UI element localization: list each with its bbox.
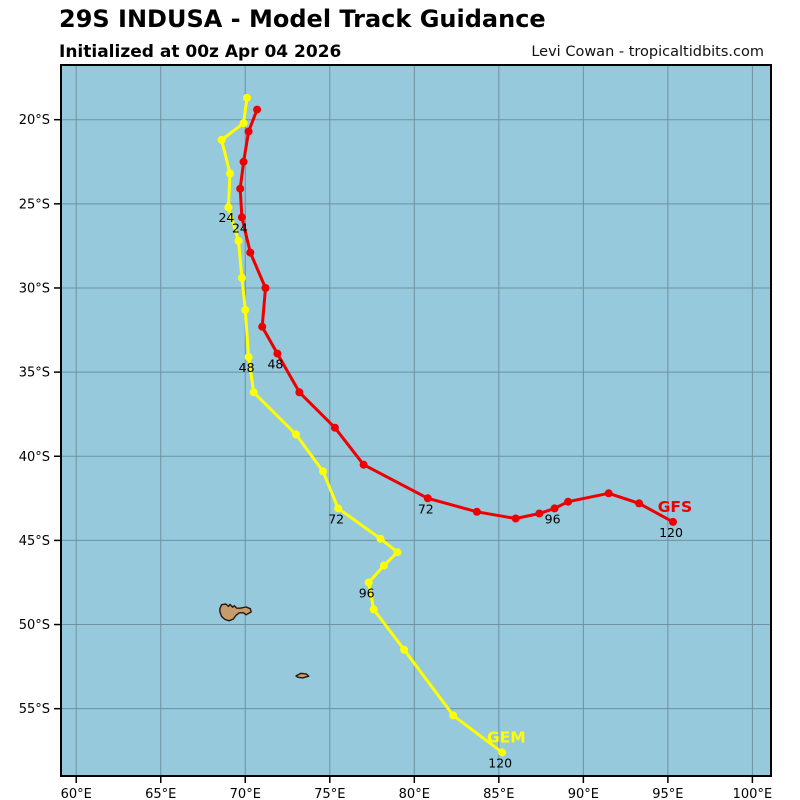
track-point-gem-6h <box>239 119 248 128</box>
land-areas <box>219 603 310 679</box>
x-tick-label-95: 95°E <box>652 787 683 800</box>
track-point-gfs-54h <box>295 388 304 397</box>
track-point-gem-102h <box>369 605 378 614</box>
track-point-gfs-114h <box>635 499 644 508</box>
model-label-gfs: GFS <box>658 498 692 516</box>
track-point-gem-18h <box>226 169 234 178</box>
track-point-gem-90h <box>379 561 388 570</box>
track-point-gfs-66h <box>359 460 368 469</box>
y-tick-label-35: 35°S <box>19 366 50 381</box>
y-tick-label-40: 40°S <box>19 450 50 465</box>
x-tick-label-90: 90°E <box>568 787 599 800</box>
x-tick-label-100: 100°E <box>733 787 773 800</box>
track-point-gem-0h <box>243 93 251 102</box>
track-point-gem-72h <box>334 504 343 513</box>
y-tick-label-25: 25°S <box>19 197 50 212</box>
hour-label-gem-24: 24 <box>218 210 234 225</box>
track-point-gfs-120h <box>669 517 677 526</box>
track-point-gem-48h <box>244 353 253 361</box>
track-point-gem-66h <box>319 467 327 476</box>
track-point-gem-54h <box>249 388 258 397</box>
model-label-gem: GEM <box>487 728 526 746</box>
axis-ticks: 60°E 65°E 70°E 75°E 80°E 85°E 90°E 95°E 100°E 20°… <box>19 113 772 800</box>
y-tick-label-30: 30°S <box>19 282 50 297</box>
track-point-gem-84h <box>393 548 402 557</box>
island-kerguelen <box>219 603 252 622</box>
x-tick-label-65: 65°E <box>145 787 176 800</box>
track-point-gem-42h <box>241 305 250 314</box>
track-point-gfs-84h <box>511 514 520 523</box>
track-point-gfs-18h <box>236 184 245 193</box>
hour-label-gfs-96: 96 <box>545 511 561 526</box>
hour-label-gem-48: 48 <box>239 360 255 375</box>
track-point-gem-108h <box>400 645 409 654</box>
hour-label-gfs-24: 24 <box>232 220 248 235</box>
track-gfs: 24 48 72 96 120 GFS <box>232 105 692 540</box>
y-tick-label-55: 55°S <box>19 702 50 717</box>
track-point-gfs-24h <box>237 213 246 222</box>
track-point-gfs-78h <box>472 507 481 516</box>
x-tick-label-70: 70°E <box>230 787 261 800</box>
hour-label-gem-120: 120 <box>488 755 512 770</box>
island-heard-island <box>295 672 310 679</box>
track-point-gem-96h <box>364 578 373 587</box>
track-point-gfs-12h <box>239 157 248 166</box>
init-time-label: Initialized at 00z Apr 04 2026 <box>59 42 342 62</box>
y-tick-label-20: 20°S <box>19 113 50 128</box>
track-point-gem-12h <box>217 135 226 144</box>
track-point-gem-114h <box>449 711 458 720</box>
track-point-gfs-42h <box>258 322 267 331</box>
y-tick-label-45: 45°S <box>19 534 50 549</box>
x-tick-label-75: 75°E <box>314 787 345 800</box>
grid-lines <box>61 65 771 776</box>
hour-label-gem-72: 72 <box>328 511 344 526</box>
track-point-gem-78h <box>376 534 385 543</box>
track-point-gfs-72h <box>423 494 432 503</box>
track-point-gem-36h <box>237 273 246 282</box>
track-point-gfs-0h <box>253 105 262 114</box>
track-point-gem-120h <box>498 748 507 757</box>
track-point-gfs-48h <box>273 349 282 358</box>
hour-label-gfs-120: 120 <box>659 525 683 540</box>
y-tick-label-50: 50°S <box>19 618 50 633</box>
track-point-gfs-30h <box>246 248 255 257</box>
track-point-gfs-108h <box>604 489 613 498</box>
credit-label: Levi Cowan - tropicaltidbits.com <box>531 44 764 60</box>
ocean-area <box>61 65 771 776</box>
track-point-gem-30h <box>234 236 243 245</box>
hour-label-gem-96: 96 <box>359 586 375 601</box>
track-gem: 24 48 72 96 120 GEM <box>217 93 526 770</box>
hour-label-gfs-72: 72 <box>418 501 434 516</box>
track-point-gfs-102h <box>564 497 573 506</box>
track-point-gem-60h <box>292 430 300 439</box>
track-point-gfs-60h <box>330 423 339 432</box>
track-point-gfs-96h <box>550 504 559 513</box>
map-border <box>60 64 772 777</box>
x-tick-label-85: 85°E <box>483 787 514 800</box>
hour-label-gfs-48: 48 <box>267 357 283 372</box>
track-point-gfs-90h <box>535 509 544 518</box>
track-point-gfs-36h <box>261 284 270 292</box>
track-point-gfs-6h <box>244 127 253 136</box>
track-point-gem-24h <box>224 203 233 212</box>
x-tick-label-60: 60°E <box>61 787 92 800</box>
page-title: 29S INDUSA - Model Track Guidance <box>59 5 546 33</box>
x-tick-label-80: 80°E <box>399 787 430 800</box>
